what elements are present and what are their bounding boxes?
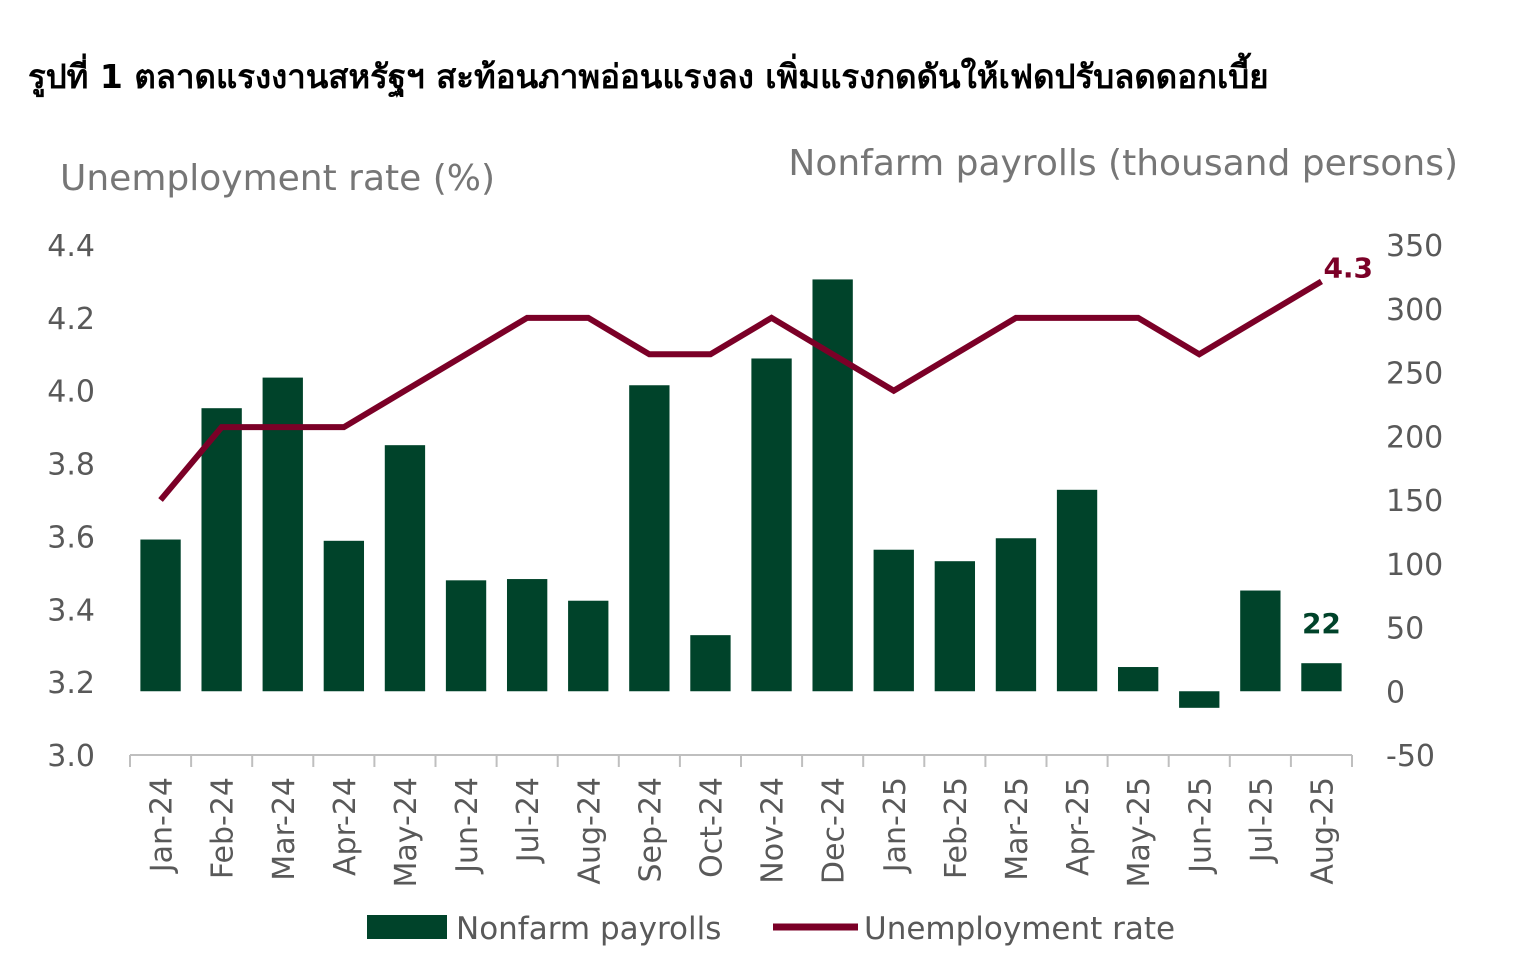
payroll-bar: [140, 539, 181, 692]
category-label: Dec-24: [817, 777, 852, 884]
category-label: Apr-25: [1061, 777, 1096, 876]
right-tick-label: 300: [1386, 293, 1443, 328]
payroll-bar: [1117, 667, 1159, 692]
category-label: Feb-25: [939, 777, 974, 879]
left-tick-label: 3.6: [47, 520, 95, 555]
chart-title: รูปที่ 1 ตลาดแรงงานสหรัฐฯ สะท้อนภาพอ่อนแ…: [28, 57, 1269, 96]
category-label: Mar-24: [267, 777, 302, 881]
category-label: Aug-25: [1305, 777, 1340, 885]
left-tick-label: 4.0: [47, 375, 95, 410]
right-tick-label: 350: [1386, 229, 1443, 264]
right-axis-title: Nonfarm payrolls (thousand persons): [788, 143, 1458, 184]
right-tick-label: 50: [1386, 612, 1424, 647]
payroll-bar: [568, 600, 609, 692]
payroll-bar: [1056, 489, 1098, 692]
category-label: Jul-25: [1244, 777, 1279, 864]
left-tick-label: 3.0: [47, 739, 95, 774]
category-label: Nov-24: [756, 777, 791, 884]
payroll-bar: [934, 561, 976, 692]
payroll-bar: [812, 279, 853, 692]
category-label: Jan-25: [878, 777, 913, 874]
payroll-bar: [445, 580, 487, 692]
right-tick-label: 100: [1386, 548, 1443, 583]
unemployment-line: [158, 278, 1323, 502]
payroll-bar: [873, 549, 914, 692]
right-tick-label: 150: [1386, 484, 1443, 519]
payroll-bar: [506, 579, 548, 692]
right-tick-label: 250: [1386, 357, 1443, 392]
data-labels-group: 4.3 22: [1302, 251, 1373, 640]
unemployment-data-label: 4.3: [1323, 251, 1373, 284]
right-tick-label: 200: [1386, 420, 1443, 455]
left-axis-title: Unemployment rate (%): [60, 158, 495, 199]
legend: Nonfarm payrolls Unemployment rate: [367, 911, 1175, 947]
right-tick-label: -50: [1386, 739, 1435, 774]
category-label: Feb-24: [206, 777, 241, 879]
category-label: Jun-24: [450, 777, 485, 875]
legend-swatch-payrolls: [367, 915, 447, 939]
payroll-bar: [629, 385, 670, 692]
payroll-bar: [1240, 590, 1281, 692]
category-label: Jan-24: [145, 777, 180, 874]
category-label: Apr-24: [328, 777, 363, 876]
legend-label-unemployment: Unemployment rate: [864, 911, 1175, 947]
category-label: Jul-24: [511, 777, 546, 864]
category-label: Aug-24: [572, 777, 607, 885]
payroll-bar: [323, 540, 365, 692]
payroll-bar: [1301, 663, 1342, 692]
category-label: Mar-25: [1000, 777, 1035, 881]
category-label: May-24: [389, 777, 424, 888]
category-label: May-25: [1122, 777, 1157, 888]
category-label: Sep-24: [633, 777, 668, 883]
category-label: Oct-24: [694, 777, 729, 878]
payroll-bar: [201, 408, 242, 692]
left-tick-label: 4.2: [47, 302, 95, 337]
payroll-bar: [995, 538, 1037, 692]
left-tick-label: 3.8: [47, 448, 95, 483]
payroll-bar: [384, 445, 426, 692]
line-series-group: [158, 278, 1323, 502]
payroll-bar: [1179, 691, 1220, 708]
legend-label-payrolls: Nonfarm payrolls: [456, 911, 721, 947]
bar-series-group: [140, 279, 1342, 708]
axes-group: 4.4 4.2 4.0 3.8 3.6 3.4 3.2 3.0 350 300 250 200 150 1…: [47, 229, 1443, 888]
payroll-data-label: 22: [1302, 607, 1341, 640]
payroll-bar: [751, 358, 792, 692]
payroll-bar: [690, 635, 731, 692]
right-tick-label: 0: [1386, 675, 1405, 710]
left-tick-label: 3.2: [47, 666, 95, 701]
category-label: Jun-25: [1183, 777, 1218, 875]
left-tick-label: 3.4: [47, 593, 95, 628]
left-tick-label: 4.4: [47, 229, 95, 264]
